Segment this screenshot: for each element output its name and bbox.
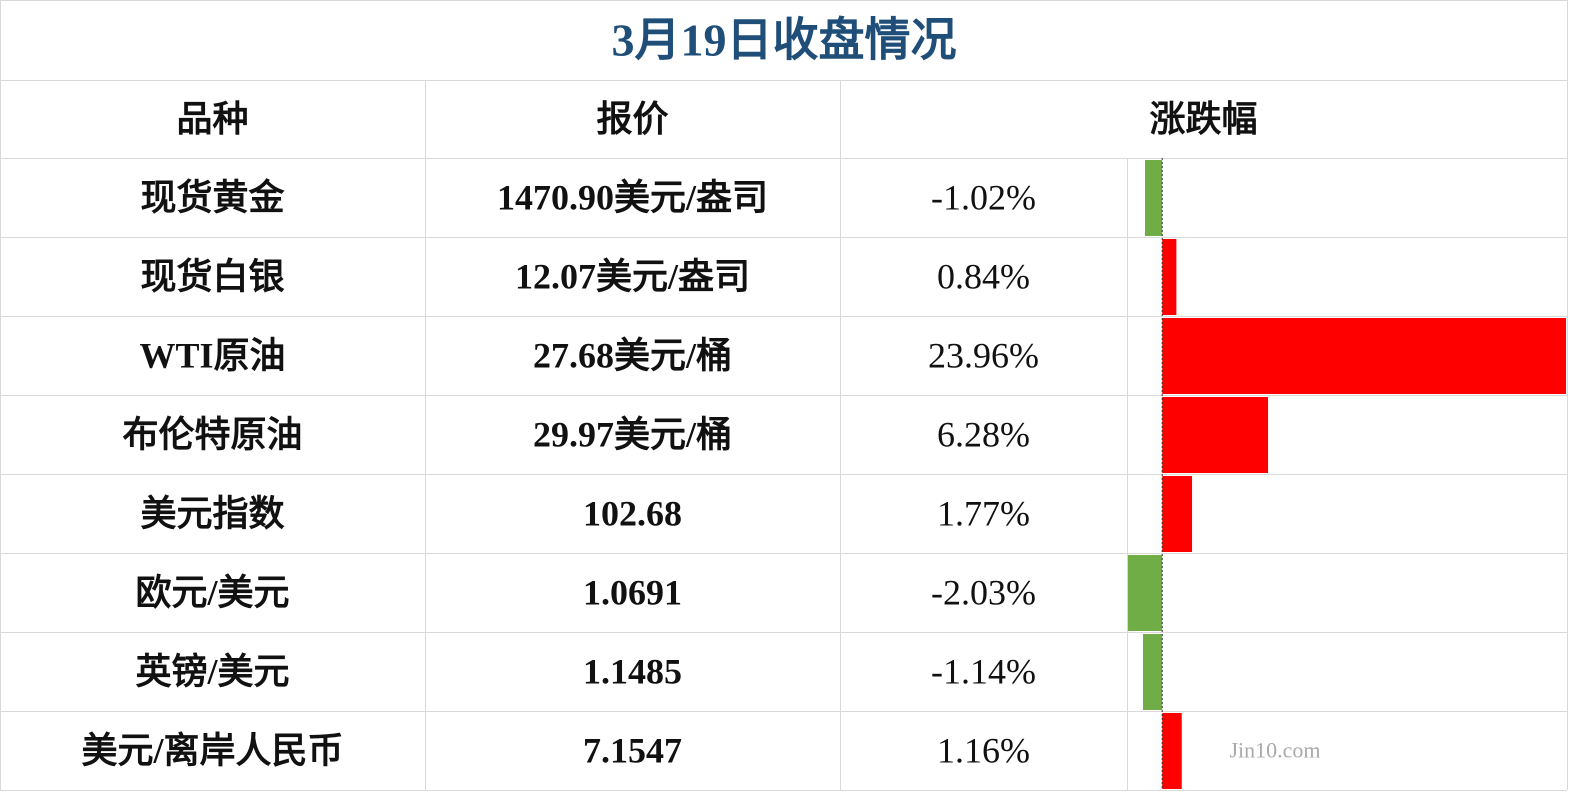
item-change: 0.84% [937, 257, 1030, 297]
item-price: 1470.90美元/盎司 [497, 178, 768, 218]
change-bar [1145, 160, 1163, 236]
item-change: -2.03% [931, 573, 1036, 613]
title: 3月19日收盘情况 [612, 15, 957, 66]
item-name: WTI原油 [139, 336, 285, 376]
item-price: 102.68 [583, 494, 682, 534]
watermark: Jin10.com [1229, 738, 1320, 763]
item-price: 1.1485 [583, 652, 682, 692]
column-header: 报价 [596, 99, 668, 139]
change-bar [1162, 476, 1193, 552]
item-name: 英镑/美元 [135, 652, 289, 692]
item-name: 现货白银 [140, 257, 284, 297]
item-name: 美元/离岸人民币 [81, 731, 343, 771]
item-change: 1.16% [937, 731, 1030, 771]
change-bar [1162, 713, 1182, 789]
item-price: 12.07美元/盎司 [515, 257, 750, 297]
item-price: 27.68美元/桶 [533, 336, 732, 376]
change-bar [1162, 397, 1269, 473]
item-name: 欧元/美元 [135, 573, 289, 613]
item-price: 29.97美元/桶 [533, 415, 732, 455]
column-header: 涨跌幅 [1149, 99, 1257, 139]
change-bar [1142, 634, 1163, 710]
item-change: -1.14% [931, 652, 1036, 692]
change-bar [1162, 318, 1566, 394]
item-price: 7.1547 [583, 731, 682, 771]
item-name: 布伦特原油 [122, 415, 302, 455]
item-name: 美元指数 [140, 494, 284, 534]
item-name: 现货黄金 [140, 177, 285, 218]
item-price: 1.0691 [583, 573, 682, 613]
item-change: 1.77% [937, 494, 1030, 534]
item-change: 6.28% [937, 415, 1030, 455]
column-header: 品种 [176, 99, 248, 139]
change-bar [1162, 239, 1177, 315]
item-change: -1.02% [931, 178, 1036, 218]
item-change: 23.96% [928, 336, 1039, 376]
change-bar [1128, 555, 1163, 631]
